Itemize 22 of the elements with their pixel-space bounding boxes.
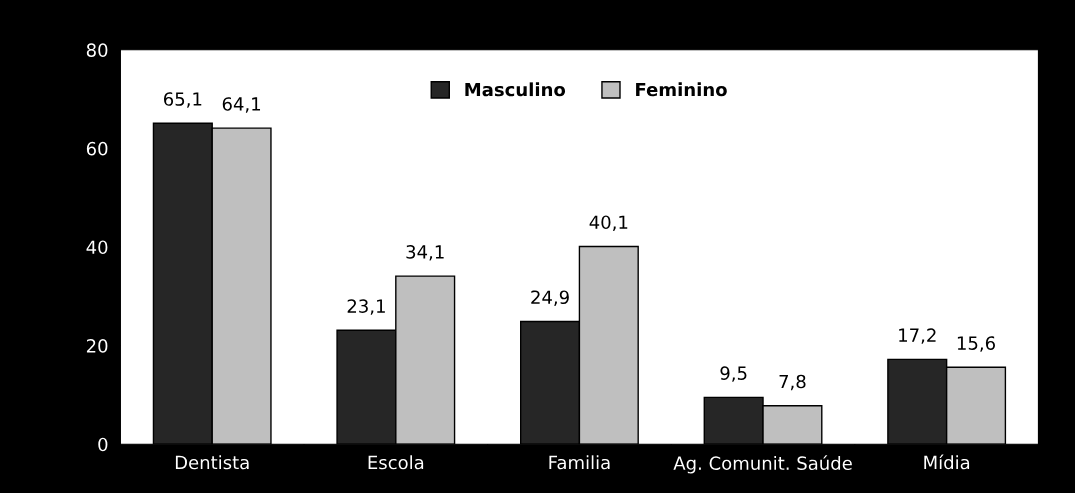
x-tick-label: Dentista [175, 455, 249, 470]
legend-label: Masculino [465, 82, 566, 97]
y-tick-label: 40 [86, 240, 108, 255]
x-tick-label: Mídia [924, 454, 970, 470]
y-tick-label: 0 [98, 437, 108, 452]
data-label: 17,2 [899, 328, 936, 344]
data-label: 15,6 [957, 336, 995, 352]
y-tick-label: 60 [86, 141, 108, 156]
x-tick-label: Escola [368, 455, 424, 470]
data-label: 24,9 [531, 290, 569, 306]
data-label: 9,5 [720, 366, 747, 382]
data-label: 7,8 [779, 374, 806, 391]
data-label: 34,1 [406, 245, 444, 261]
data-label: 65,1 [163, 92, 202, 108]
legend-label: Feminino [636, 82, 727, 97]
x-tick-label: Ag. Comunit. Saúde [673, 455, 852, 474]
y-tick-label: 20 [86, 339, 108, 353]
data-label: 23,1 [347, 299, 385, 315]
x-tick-label: Familia [549, 455, 610, 470]
data-label: 40,1 [589, 215, 628, 231]
data-label: 64,1 [222, 97, 261, 113]
y-tick-label: 80 [86, 43, 108, 57]
